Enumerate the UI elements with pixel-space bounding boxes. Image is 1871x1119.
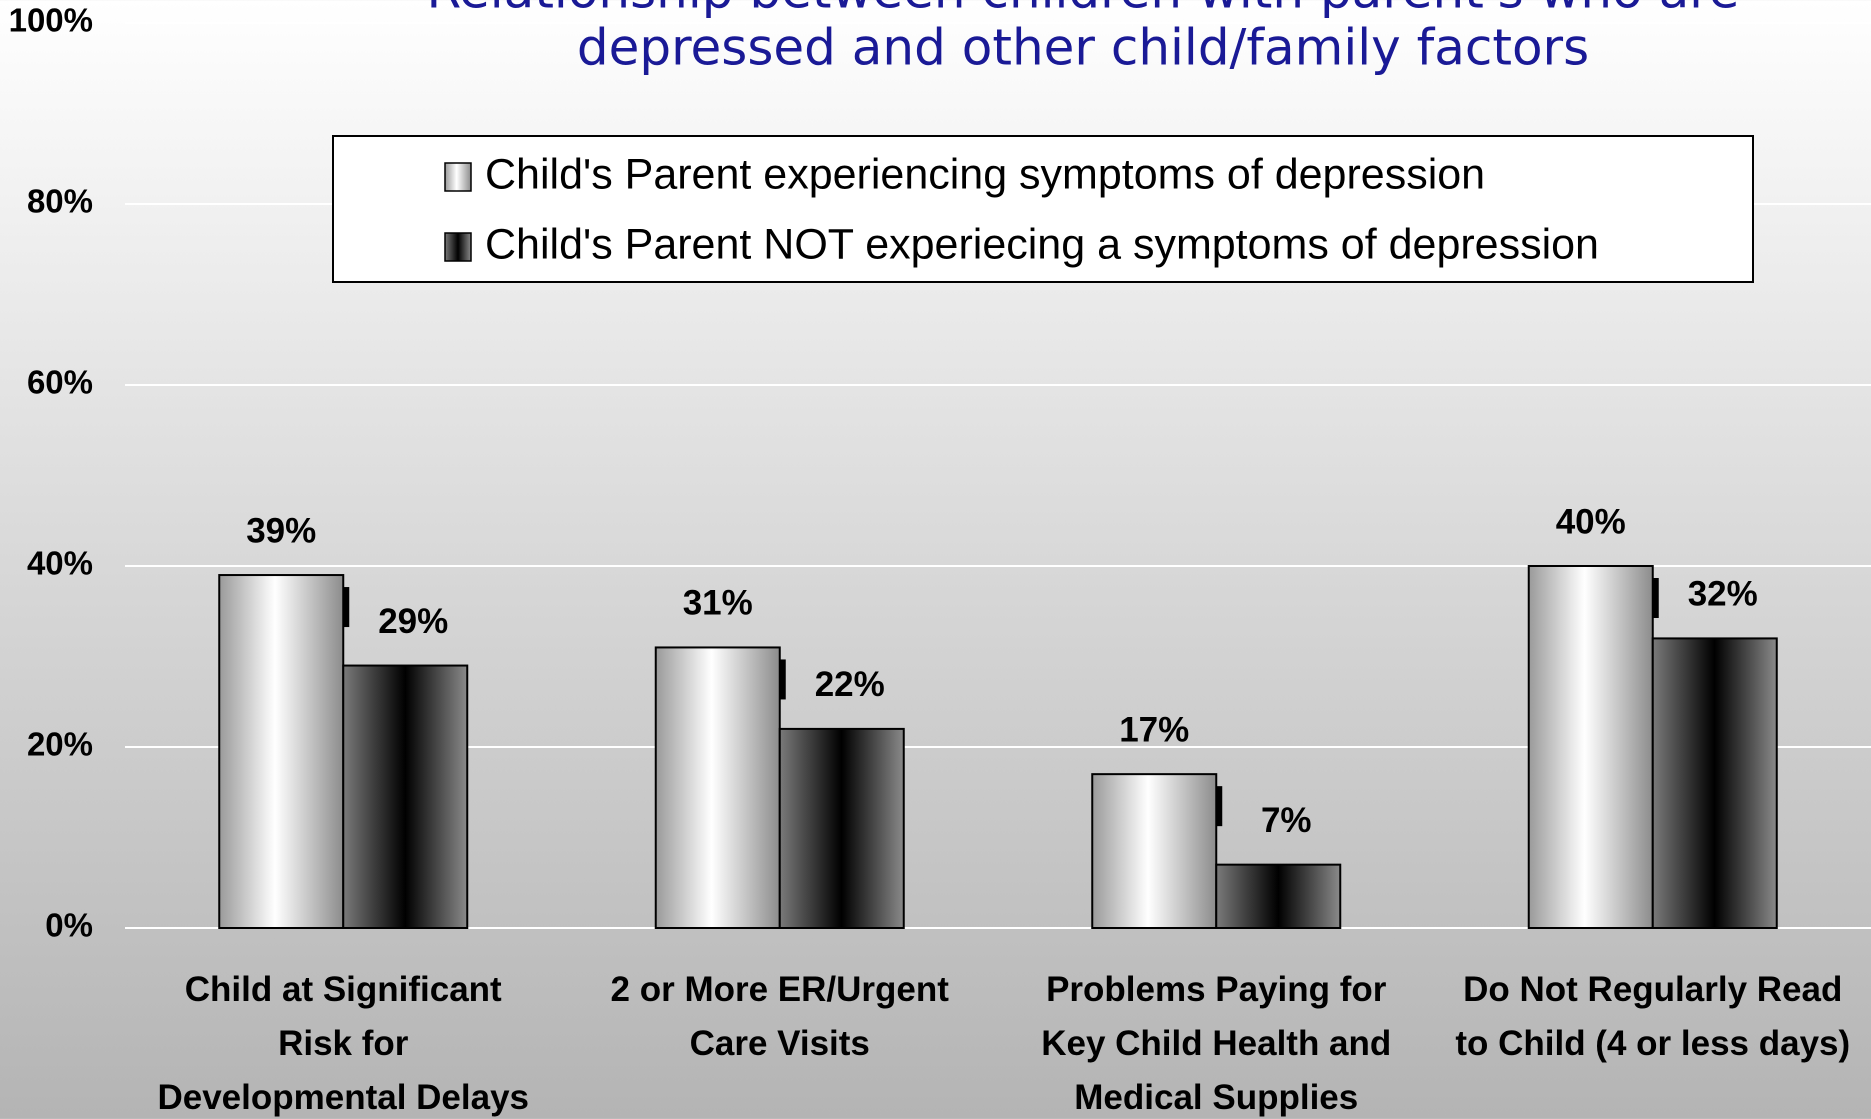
bar bbox=[218, 574, 345, 929]
legend-label: Child's Parent experiencing symptoms of … bbox=[485, 150, 1485, 198]
bar bbox=[1091, 773, 1218, 930]
bar-shadow bbox=[779, 659, 786, 700]
value-label: 31% bbox=[683, 584, 753, 623]
chart-title: Relationship between children with paren… bbox=[427, 0, 1740, 20]
y-tick-label: 80% bbox=[27, 183, 93, 220]
legend bbox=[332, 135, 1754, 283]
legend-swatch bbox=[444, 232, 472, 262]
bar bbox=[342, 664, 469, 929]
y-tick-label: 0% bbox=[45, 907, 93, 944]
value-label: 29% bbox=[378, 602, 448, 641]
legend-swatch bbox=[444, 162, 472, 192]
value-label: 32% bbox=[1688, 575, 1758, 614]
chart-title: depressed and other child/family factors bbox=[577, 19, 1589, 77]
x-tick-label: Problems Paying for Key Child Health and… bbox=[1041, 970, 1392, 1117]
y-tick-label: 100% bbox=[9, 2, 93, 39]
y-tick-label: 60% bbox=[27, 364, 93, 401]
value-label: 22% bbox=[815, 665, 885, 704]
y-tick-label: 20% bbox=[27, 726, 93, 763]
bar-shadow bbox=[1216, 786, 1223, 827]
value-label: 7% bbox=[1261, 801, 1312, 840]
value-label: 40% bbox=[1556, 502, 1626, 541]
x-tick-label: Child at Significant Risk for Developmen… bbox=[157, 970, 530, 1117]
bar bbox=[1527, 565, 1654, 929]
value-label: 39% bbox=[246, 511, 316, 550]
bar bbox=[1651, 637, 1778, 930]
y-tick-label: 40% bbox=[27, 545, 93, 582]
bar bbox=[778, 727, 905, 930]
value-label: 17% bbox=[1119, 710, 1189, 749]
bar bbox=[654, 646, 781, 929]
bar bbox=[1215, 863, 1342, 930]
bar-shadow bbox=[1652, 578, 1659, 618]
x-tick-label: 2 or More ER/Urgent Care Visits bbox=[610, 970, 949, 1063]
bars bbox=[218, 565, 1778, 930]
legend-label: Child's Parent NOT experiecing a symptom… bbox=[485, 220, 1599, 268]
x-tick-label: Do Not Regularly Read to Child (4 or les… bbox=[1455, 970, 1851, 1063]
bar-shadow bbox=[343, 587, 350, 628]
